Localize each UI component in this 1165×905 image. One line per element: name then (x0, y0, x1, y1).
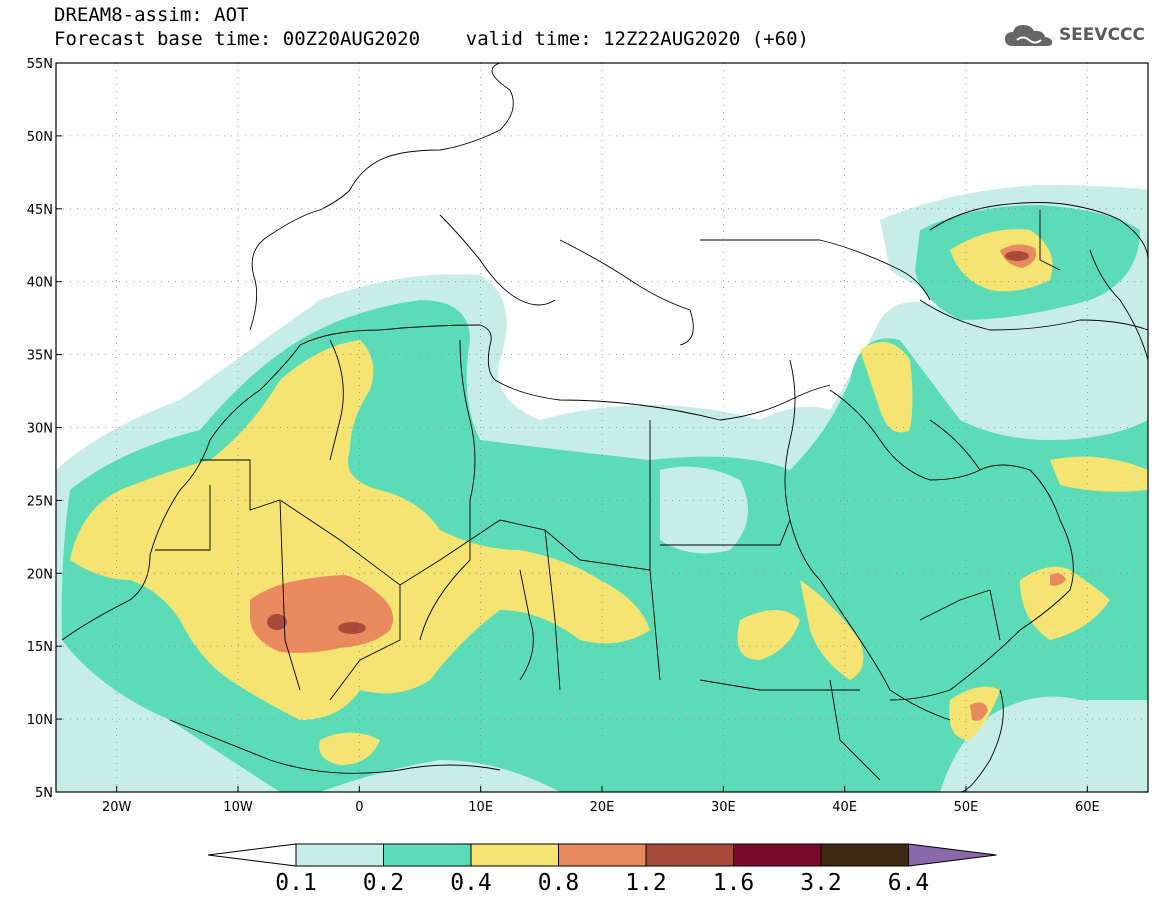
lat-tick-label: 30N (27, 422, 53, 437)
lon-tick-label: 30E (711, 800, 736, 815)
lon-tick-label: 50E (954, 800, 979, 815)
colorbar-label: 0.2 (363, 870, 405, 896)
lat-tick-label: 55N (27, 57, 53, 72)
colorbar-low-arrow (207, 843, 297, 867)
colorbar-label: 0.4 (450, 870, 492, 896)
colorbar-segment (295, 843, 384, 867)
lon-tick-label: 10W (223, 800, 253, 815)
seevccc-logo: SEEVCCC (1003, 22, 1145, 48)
cloud-logo-icon (1004, 25, 1053, 46)
colorbar-segment (733, 843, 822, 867)
colorbar: 0.1 0.2 0.4 0.8 1.2 1.6 3.2 6.4 (207, 843, 997, 896)
colorbar-segment (820, 843, 909, 867)
lon-tick-label: 40E (832, 800, 857, 815)
colorbar-high-arrow (908, 843, 997, 867)
lat-tick-label: 45N (27, 203, 53, 218)
colorbar-segment (645, 843, 734, 867)
logo-text: SEEVCCC (1058, 25, 1145, 45)
lon-tick-label: 0 (355, 800, 363, 815)
map-title: DREAM8-assim: AOT (54, 4, 249, 26)
lon-tick-label: 60E (1075, 800, 1100, 815)
gridlines (56, 63, 1148, 792)
coastlines-borders (61, 63, 1148, 792)
aot-level-0.4 (70, 229, 1148, 765)
colorbar-segment (383, 843, 472, 867)
forecast-time-subtitle: Forecast base time: 00Z20AUG2020 valid t… (54, 28, 809, 50)
colorbar-segment (470, 843, 559, 867)
lon-tick-label: 20E (590, 800, 615, 815)
lat-tick-label: 50N (27, 130, 53, 145)
lon-tick-label: 10E (468, 800, 493, 815)
colorbar-label: 1.6 (713, 870, 755, 896)
latitude-axis: 55N 50N 45N 40N 35N 30N 25N 20N 15N 10N 5N (27, 57, 62, 801)
lat-tick-label: 25N (27, 494, 53, 509)
colorbar-label: 3.2 (800, 870, 842, 896)
lat-tick-label: 15N (27, 640, 53, 655)
lat-tick-label: 5N (35, 786, 53, 801)
longitude-axis: 20W 10W 0 10E 20E 30E 40E 50E 60E (102, 786, 1100, 815)
colorbar-label: 0.8 (538, 870, 580, 896)
colorbar-label: 6.4 (888, 870, 930, 896)
lat-tick-label: 35N (27, 349, 53, 364)
lat-tick-label: 20N (27, 567, 53, 582)
lat-tick-label: 10N (27, 713, 53, 728)
lon-tick-label: 20W (102, 800, 132, 815)
colorbar-label: 0.1 (275, 870, 317, 896)
map-frame-area (56, 63, 1148, 792)
colorbar-label: 1.2 (625, 870, 667, 896)
lat-tick-label: 40N (27, 276, 53, 291)
colorbar-segment (558, 843, 647, 867)
